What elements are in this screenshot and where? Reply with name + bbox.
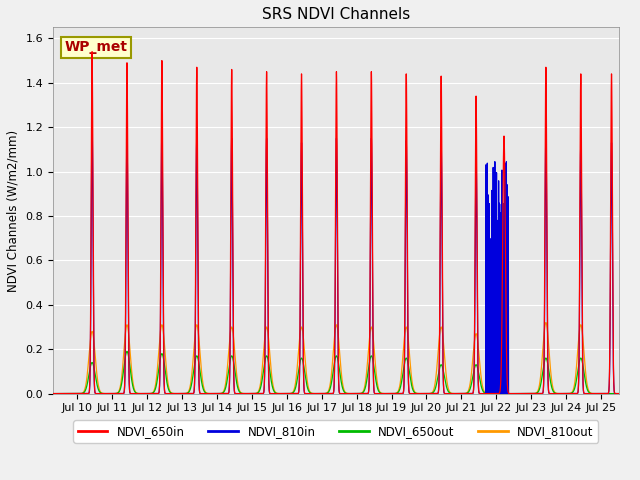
Text: WP_met: WP_met (64, 40, 127, 54)
Y-axis label: NDVI Channels (W/m2/mm): NDVI Channels (W/m2/mm) (7, 130, 20, 291)
Legend: NDVI_650in, NDVI_810in, NDVI_650out, NDVI_810out: NDVI_650in, NDVI_810in, NDVI_650out, NDV… (73, 420, 598, 443)
Title: SRS NDVI Channels: SRS NDVI Channels (262, 7, 410, 22)
